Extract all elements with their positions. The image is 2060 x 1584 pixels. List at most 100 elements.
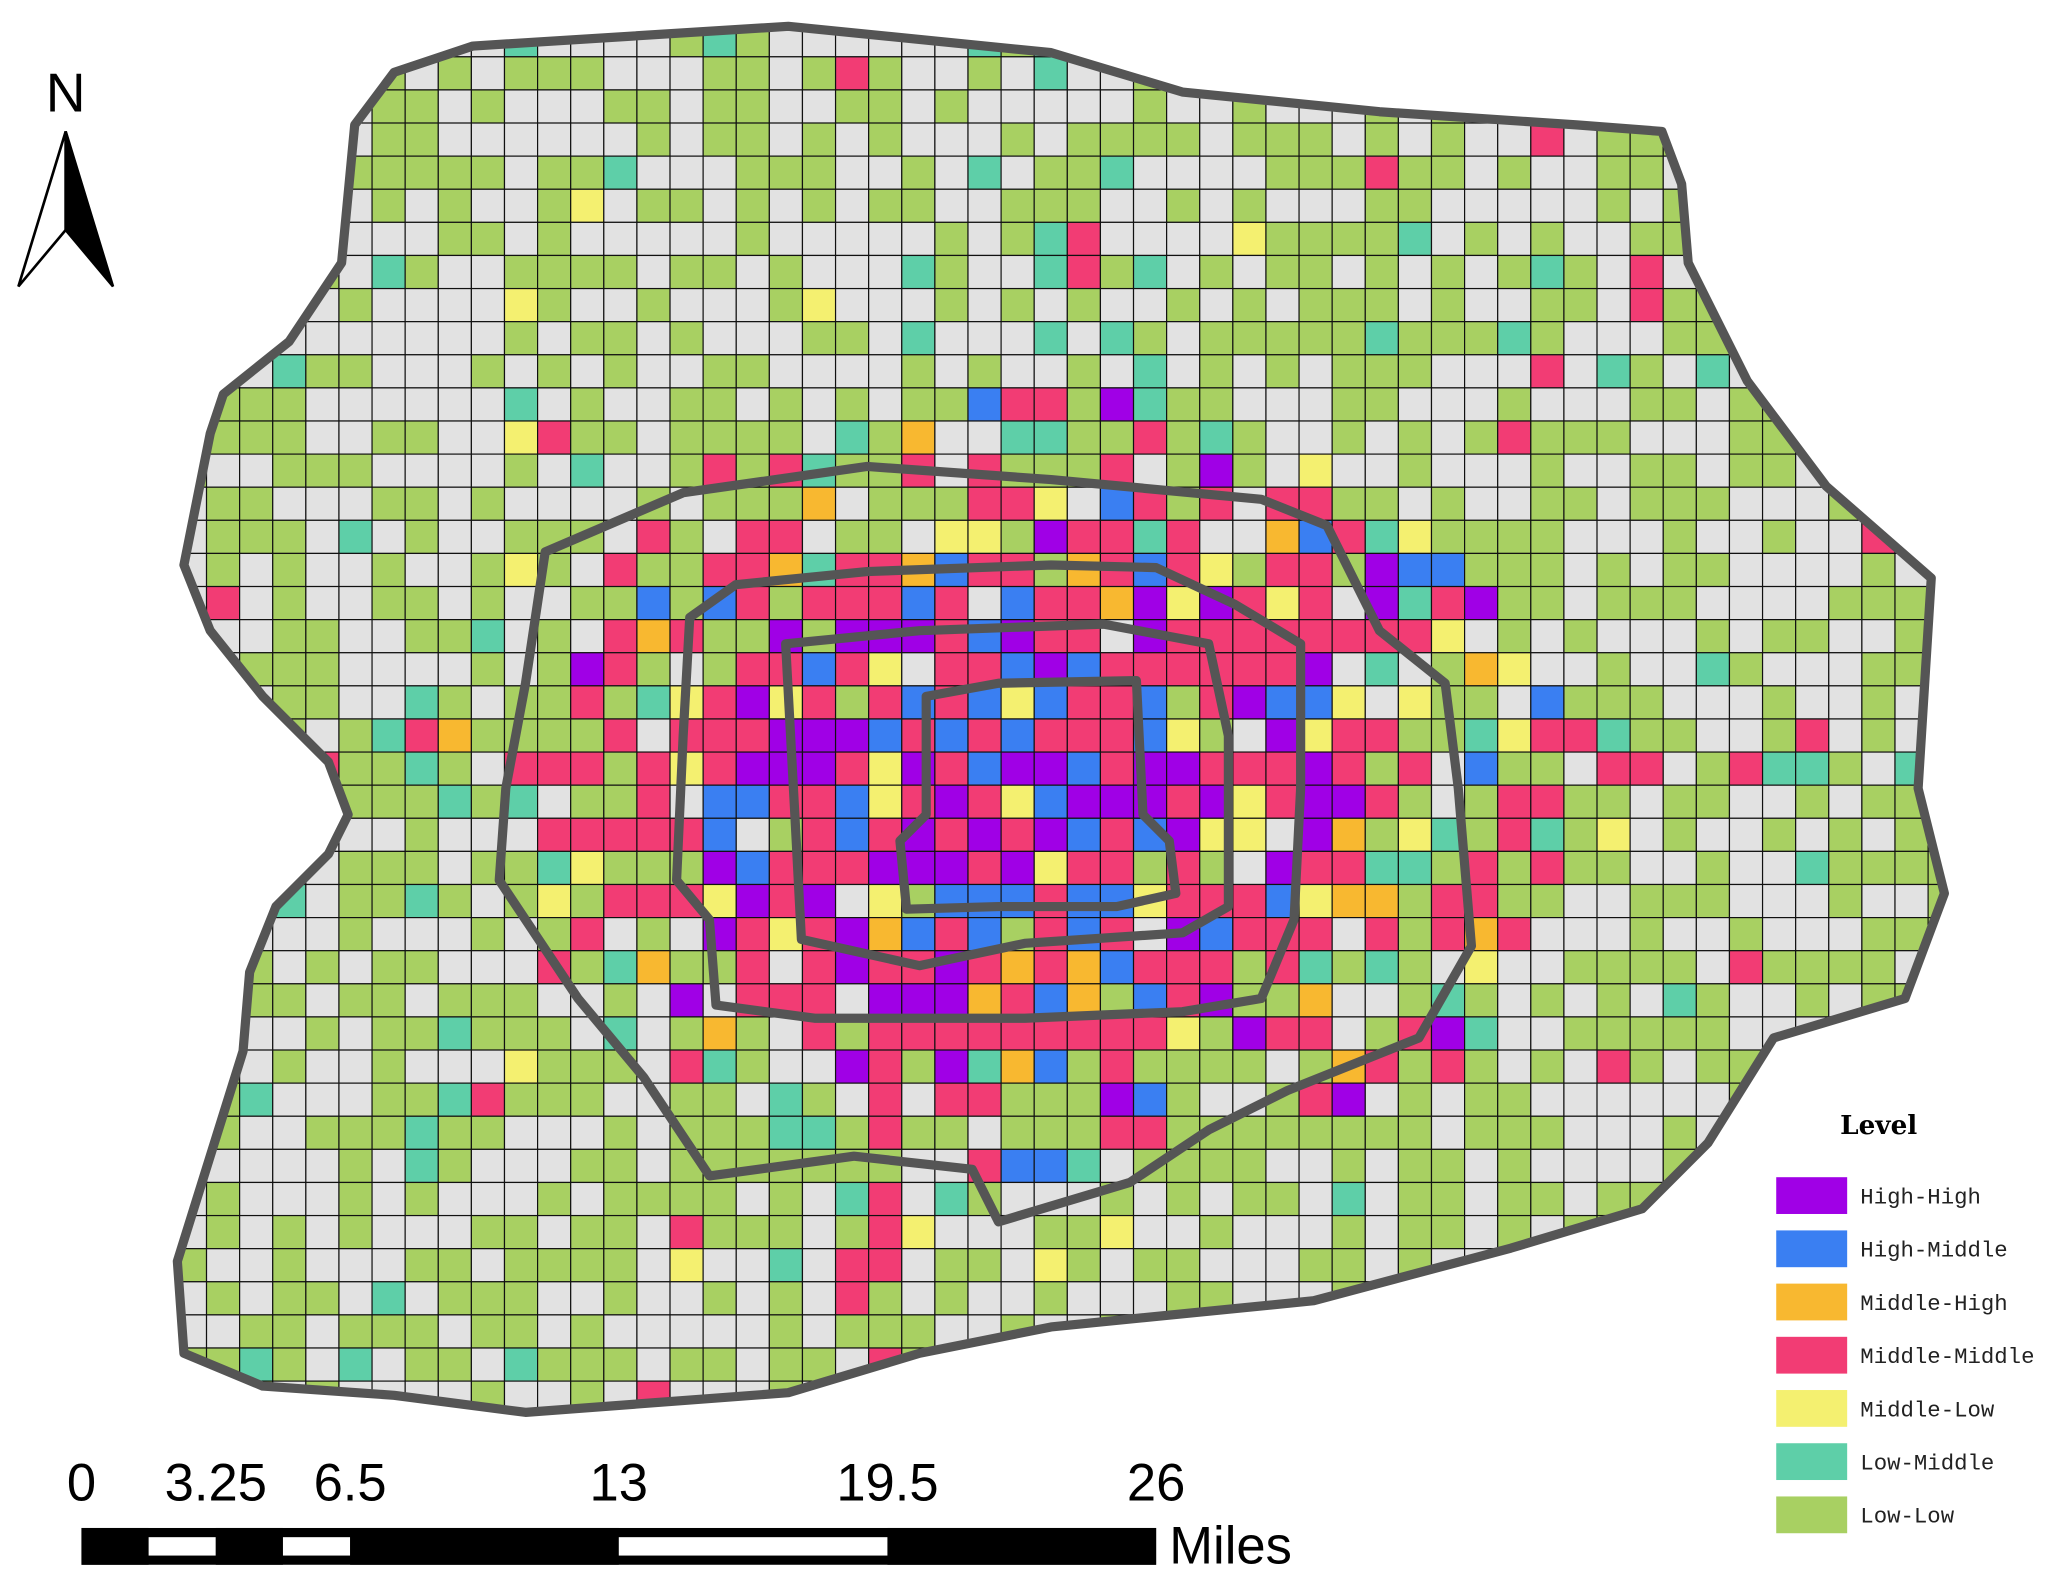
grid-cell	[1629, 1115, 1664, 1150]
grid-cell	[1099, 321, 1135, 356]
grid-cell	[1761, 453, 1797, 488]
grid-cell	[1298, 1314, 1333, 1349]
grid-cell	[1166, 1248, 1201, 1283]
grid-cell	[1331, 817, 1366, 852]
grid-cell	[1364, 552, 1399, 588]
grid-cell	[371, 784, 406, 819]
grid-cell	[537, 983, 572, 1018]
grid-cell	[503, 817, 539, 852]
grid-cell	[1000, 1347, 1035, 1382]
grid-cell	[1033, 519, 1068, 555]
grid-cell	[1397, 552, 1433, 588]
grid-cell	[1894, 486, 1929, 521]
grid-cell	[1530, 1314, 1565, 1349]
grid-cell	[437, 420, 472, 455]
grid-cell	[404, 917, 439, 952]
grid-cell	[1563, 387, 1598, 422]
grid-cell	[173, 1414, 206, 1447]
grid-cell	[1364, 1214, 1399, 1250]
grid-cell	[1431, 1414, 1464, 1447]
grid-cell	[934, 354, 969, 389]
grid-cell	[1000, 387, 1035, 422]
grid-cell	[1033, 718, 1068, 753]
grid-cell	[1166, 751, 1201, 786]
grid-cell	[1530, 387, 1565, 422]
grid-cell	[801, 585, 837, 621]
grid-cell	[1629, 321, 1664, 356]
grid-cell	[371, 221, 406, 257]
grid-cell	[1265, 751, 1300, 786]
grid-cell	[934, 652, 969, 687]
grid-cell	[1397, 354, 1433, 389]
grid-cell	[1530, 1347, 1565, 1382]
grid-cell	[1695, 26, 1731, 58]
grid-cell	[205, 1214, 241, 1250]
grid-cell	[1464, 287, 1499, 323]
grid-cell	[1729, 1414, 1762, 1447]
grid-cell	[239, 1148, 274, 1184]
grid-cell	[735, 89, 770, 124]
grid-cell	[1033, 585, 1068, 621]
grid-cell	[470, 1148, 506, 1184]
grid-cell	[1397, 387, 1433, 422]
grid-cell	[305, 188, 340, 223]
grid-cell	[1298, 26, 1333, 58]
grid-cell	[437, 486, 472, 521]
grid-cell	[801, 950, 837, 985]
grid-cell	[437, 1181, 472, 1217]
grid-cell	[1430, 26, 1466, 58]
grid-cell	[1000, 122, 1035, 157]
grid-cell	[1066, 254, 1102, 290]
grid-cell	[205, 519, 241, 555]
grid-cell	[934, 155, 969, 190]
grid-cell	[768, 420, 804, 455]
grid-cell	[470, 221, 506, 257]
grid-cell	[702, 420, 737, 455]
grid-cell	[570, 420, 605, 455]
grid-cell	[768, 254, 804, 290]
grid-cell	[1530, 1380, 1565, 1413]
grid-cell	[1397, 1181, 1433, 1217]
grid-cell	[669, 1214, 704, 1250]
grid-cell	[1331, 1181, 1366, 1217]
grid-cell	[1099, 1380, 1135, 1413]
grid-cell	[1232, 1214, 1267, 1250]
grid-cell	[1563, 917, 1598, 952]
grid-cell	[1199, 1181, 1234, 1217]
grid-cell	[1828, 122, 1863, 157]
grid-cell	[570, 221, 605, 257]
grid-cell	[1364, 519, 1399, 555]
grid-cell	[1662, 1248, 1697, 1283]
grid-cell	[1299, 1414, 1332, 1447]
grid-cell	[371, 950, 406, 985]
grid-cell	[1563, 1148, 1598, 1184]
legend-label: Middle-High	[1860, 1291, 2007, 1317]
grid-cell	[669, 917, 704, 952]
grid-cell	[702, 1314, 737, 1349]
grid-cell	[735, 685, 770, 720]
grid-cell	[1629, 486, 1664, 521]
grid-cell	[239, 850, 274, 886]
grid-cell	[1629, 519, 1664, 555]
grid-cell	[273, 1414, 306, 1447]
grid-cell	[735, 950, 770, 985]
grid-cell	[205, 585, 241, 621]
grid-cell	[735, 387, 770, 422]
grid-cell	[768, 387, 804, 422]
grid-cell	[1795, 1115, 1830, 1150]
legend-swatch	[1776, 1283, 1848, 1321]
grid-cell	[603, 188, 638, 223]
grid-cell	[1364, 420, 1399, 455]
grid-cell	[1828, 420, 1863, 455]
grid-cell	[1662, 652, 1697, 687]
grid-cell	[1761, 784, 1797, 819]
grid-cell	[636, 883, 671, 919]
grid-cell	[371, 1016, 406, 1051]
grid-cell	[404, 188, 439, 223]
grid-cell	[1398, 1414, 1431, 1447]
grid-cell	[404, 850, 439, 886]
grid-cell	[801, 155, 837, 190]
grid-cell	[1861, 486, 1896, 521]
grid-cell	[371, 453, 406, 488]
grid-cell	[801, 685, 837, 720]
